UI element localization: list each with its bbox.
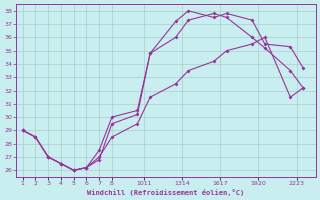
- X-axis label: Windchill (Refroidissement éolien,°C): Windchill (Refroidissement éolien,°C): [87, 189, 245, 196]
